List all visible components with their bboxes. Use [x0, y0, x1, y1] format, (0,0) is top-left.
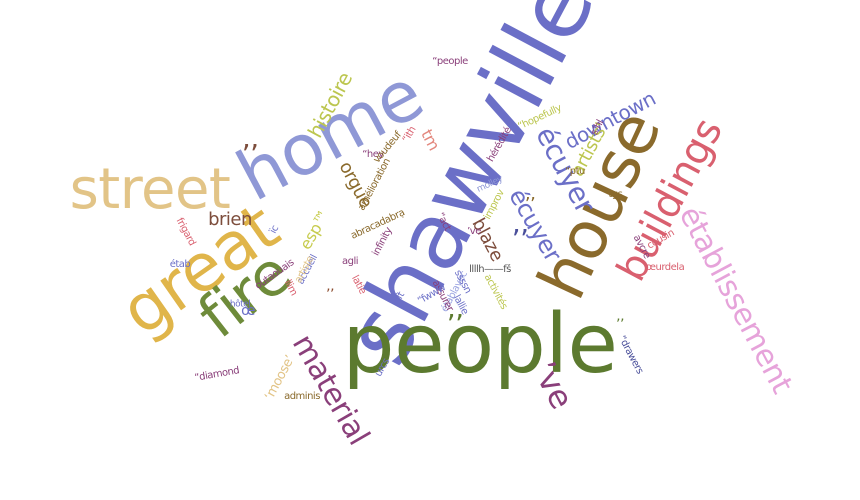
word-llllh: llllh——fš — [469, 264, 511, 275]
word-esp-tm: esp™ — [295, 206, 334, 253]
word-etab: étab — [169, 259, 191, 270]
word-people-quoted: “people — [432, 56, 468, 67]
word-quote-6: ’’ — [616, 317, 624, 333]
word-brien: brien — [208, 209, 252, 230]
word-drawers: “drawers — [615, 333, 646, 376]
word-quote-1: ’’ — [241, 138, 259, 171]
word-agli: agli — [341, 256, 359, 267]
word-quote-3: ’’ — [446, 308, 464, 341]
word-oe: œ — [241, 303, 255, 319]
word-quote-5: ’’ — [524, 194, 536, 215]
word-quote-4: ’’ — [326, 287, 334, 303]
word-street: street — [69, 157, 231, 222]
word-ptu: “ptu — [565, 166, 585, 177]
word-adminis: adminis — [284, 391, 320, 402]
word-people: people — [342, 297, 618, 392]
word-oeurdela: œurdela — [645, 262, 685, 273]
word-diamond: “diamond — [193, 365, 241, 384]
word-quote-2: ’’ — [511, 223, 529, 256]
word-etablissement: établissement — [671, 200, 800, 399]
word-ve-2: ’ve — [467, 226, 481, 237]
word-hotel: hôtel — [229, 299, 251, 310]
word-hey: “hey — [362, 149, 384, 160]
word-tgs: “tgs — [603, 189, 623, 200]
